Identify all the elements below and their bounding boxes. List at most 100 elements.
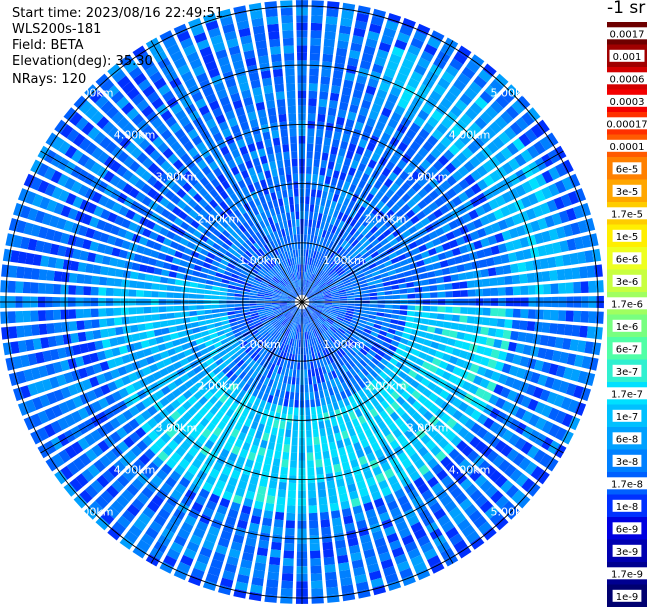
gate-cell — [245, 279, 254, 285]
gate-cell — [349, 349, 357, 357]
gate-cell — [290, 211, 295, 220]
gate-cell — [370, 225, 379, 234]
gate-cell — [201, 165, 212, 176]
gate-cell — [325, 320, 332, 327]
gate-cell — [487, 267, 497, 277]
gate-cell — [136, 472, 149, 485]
gate-cell — [232, 494, 243, 505]
gate-cell — [310, 322, 315, 330]
gate-cell — [136, 51, 151, 65]
gate-cell — [236, 138, 246, 149]
gate-cell — [303, 234, 307, 242]
gate-cell — [209, 468, 220, 479]
gate-cell — [289, 204, 295, 213]
gate-cell — [193, 245, 203, 253]
gate-cell — [163, 37, 177, 49]
gate-cell — [559, 240, 569, 253]
gate-cell — [264, 323, 272, 330]
gate-cell — [224, 379, 233, 388]
gate-cell — [162, 357, 173, 367]
gate-cell — [309, 204, 315, 213]
gate-cell — [308, 295, 316, 300]
gate-cell — [281, 292, 289, 297]
gate-cell — [182, 317, 191, 324]
gate-cell — [410, 37, 424, 50]
gate-cell — [153, 514, 167, 527]
gate-cell — [320, 221, 326, 230]
gate-cell — [337, 211, 344, 220]
gate-cell — [259, 195, 267, 205]
gate-cell — [489, 79, 504, 93]
gate-cell — [182, 411, 193, 422]
gate-cell — [395, 72, 408, 84]
gate-cell — [316, 220, 321, 229]
gate-cell — [458, 191, 469, 203]
gate-cell — [453, 51, 468, 65]
gate-cell — [159, 172, 170, 184]
gate-cell — [213, 132, 223, 143]
gate-cell — [417, 535, 431, 547]
gate-cell — [547, 256, 557, 268]
gate-cell — [170, 489, 183, 501]
ray — [159, 308, 299, 574]
gate-cell — [216, 504, 228, 515]
gate-cell — [283, 151, 290, 160]
gate-cell — [306, 289, 312, 296]
gate-cell — [60, 232, 70, 245]
gate-cell — [214, 276, 223, 283]
gate-cell — [369, 186, 379, 196]
gate-cell — [497, 373, 508, 385]
gate-cell — [392, 165, 403, 176]
gate-cell — [287, 406, 294, 415]
gate-cell — [565, 207, 577, 221]
gate-cell — [267, 326, 275, 333]
gate-cell — [330, 216, 337, 226]
gate-cell — [439, 167, 451, 179]
gate-cell — [558, 380, 570, 394]
gate-cell — [283, 444, 290, 453]
gate-cell — [392, 229, 402, 238]
gate-cell — [203, 304, 212, 310]
ray — [302, 309, 340, 603]
gate-cell — [362, 240, 371, 248]
gate-cell — [345, 312, 354, 317]
gate-cell — [216, 330, 226, 337]
gate-cell — [183, 170, 194, 181]
range-ring-label: 5.00km — [72, 87, 114, 100]
gate-cell — [316, 336, 322, 344]
gate-cell — [222, 23, 236, 34]
gate-cell — [220, 577, 234, 588]
gate-cell — [306, 290, 312, 297]
gate-cell — [113, 278, 123, 287]
gate-cell — [336, 350, 343, 358]
gate-cell — [253, 353, 261, 362]
gate-cell — [319, 205, 325, 214]
gate-cell — [183, 247, 193, 256]
gate-cell — [385, 405, 395, 416]
gate-cell — [376, 544, 389, 555]
gate-cell — [264, 92, 275, 102]
gate-cell — [454, 255, 464, 264]
gate-cell — [174, 345, 184, 354]
ray — [306, 307, 497, 541]
gate-cell — [245, 193, 253, 203]
gate-cell — [316, 360, 321, 368]
gate-cell — [111, 479, 125, 493]
gate-cell — [298, 256, 301, 265]
gate-cell — [282, 406, 288, 415]
gate-cell — [362, 251, 371, 259]
gate-cell — [83, 308, 92, 318]
gate-cell — [247, 483, 257, 493]
gate-cell — [265, 449, 274, 458]
gate-cell — [46, 391, 58, 405]
gate-cell — [259, 478, 268, 488]
gate-cell — [310, 361, 314, 370]
gate-cell — [234, 172, 243, 183]
gate-cell — [193, 351, 203, 359]
gate-cell — [580, 281, 589, 293]
gate-cell — [336, 316, 344, 322]
range-ring-label: 5.00km — [491, 505, 533, 518]
gate-cell — [238, 215, 246, 224]
gate-cell — [128, 307, 137, 315]
gate-cell — [296, 219, 300, 227]
